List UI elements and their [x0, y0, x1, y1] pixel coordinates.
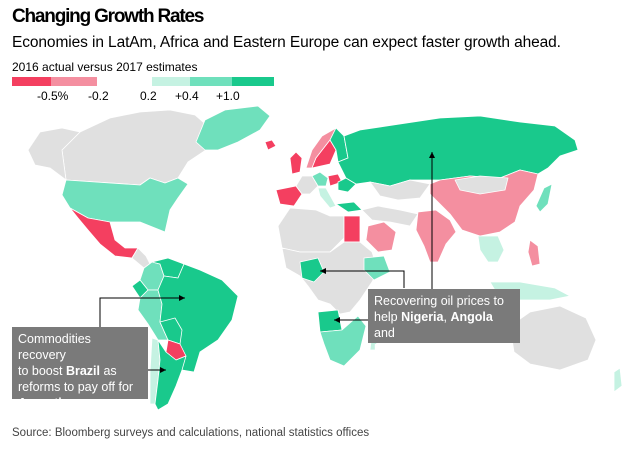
pointer-nigeria	[320, 270, 405, 288]
region-argentina	[154, 339, 187, 411]
region-italy	[317, 187, 337, 209]
arrowhead-angola	[334, 317, 340, 323]
region-saudi-arabia	[365, 221, 397, 253]
legend-label-4: +0.4	[175, 89, 199, 103]
region-central-africa	[281, 241, 379, 315]
callout-angola-label: Angola	[450, 310, 493, 324]
region-north-africa	[277, 207, 345, 253]
region-russia	[337, 115, 579, 187]
callout-latam-line-4: reforms to pay off for	[18, 380, 134, 394]
callout-russia-label: Russia	[374, 342, 415, 356]
callout-latam-text-3: as	[100, 364, 117, 378]
legend-label-2: -0.2	[88, 89, 109, 103]
region-ethiopia	[363, 255, 391, 281]
callout-oil: Recovering oil prices to help Nigeria, A…	[368, 289, 520, 356]
region-bolivia	[159, 317, 183, 345]
callout-arrowheads	[160, 152, 435, 373]
callout-latam: Commodities recovery to boost Brazil as …	[12, 327, 148, 410]
legend-swatch-4	[152, 77, 190, 86]
legend-title: 2016 actual versus 2017 estimates	[12, 60, 198, 74]
arrowhead-nigeria	[320, 268, 326, 274]
arrowhead-brazil	[179, 295, 185, 301]
region-germany	[311, 171, 329, 187]
callout-oil-text-4: and	[374, 326, 395, 340]
legend-swatch-5	[190, 77, 232, 86]
callout-nigeria-label: Nigeria	[401, 310, 444, 324]
region-australia	[509, 305, 597, 371]
legend-swatch-1	[12, 77, 51, 86]
legend-label-5: +1.0	[216, 89, 240, 103]
callout-oil-text-2: help	[374, 310, 402, 324]
source-note: Source: Bloomberg surveys and calculatio…	[12, 427, 370, 439]
region-central-america	[131, 247, 153, 269]
region-united-states	[61, 177, 189, 233]
callout-oil-text-3: ,	[443, 310, 451, 324]
pointer-brazil	[99, 297, 185, 327]
legend-swatch-6	[232, 77, 274, 86]
region-greenland	[195, 105, 271, 151]
region-india	[415, 209, 457, 263]
callout-latam-line-1: Commodities recovery	[18, 332, 91, 362]
region-mongolia	[454, 175, 509, 195]
region-middle-east	[361, 205, 419, 227]
callout-latam-text-2: to boost	[18, 364, 66, 378]
arrowhead-argentina	[160, 367, 166, 373]
legend-swatch-2	[51, 77, 97, 86]
region-united-kingdom	[289, 151, 303, 175]
region-egypt	[343, 215, 361, 243]
region-new-zealand	[613, 367, 623, 393]
legend-label-3: 0.2	[140, 89, 157, 103]
callout-oil-text-5: return to growth	[415, 342, 507, 356]
region-turkey	[335, 201, 363, 213]
legend-label-1: -0.5%	[37, 89, 69, 103]
region-southeast-asia	[477, 235, 505, 263]
callout-argentina-label: Argentina	[18, 396, 77, 410]
callout-oil-line-1: Recovering oil prices to	[374, 294, 504, 308]
chart-subtitle: Economies in LatAm, Africa and Eastern E…	[12, 34, 561, 51]
region-canada	[61, 109, 211, 186]
region-alaska	[27, 127, 81, 181]
region-nigeria	[299, 257, 325, 283]
region-philippines	[527, 239, 541, 267]
legend-swatch-3	[97, 77, 152, 86]
arrowhead-russia	[429, 152, 435, 158]
chart-title: Changing Growth Rates	[12, 6, 204, 27]
region-iceland	[264, 139, 277, 151]
region-southern-africa	[319, 315, 367, 367]
region-spain	[275, 185, 303, 207]
region-japan	[535, 183, 553, 213]
region-kazakhstan	[369, 179, 431, 201]
callout-brazil-label: Brazil	[65, 364, 100, 378]
